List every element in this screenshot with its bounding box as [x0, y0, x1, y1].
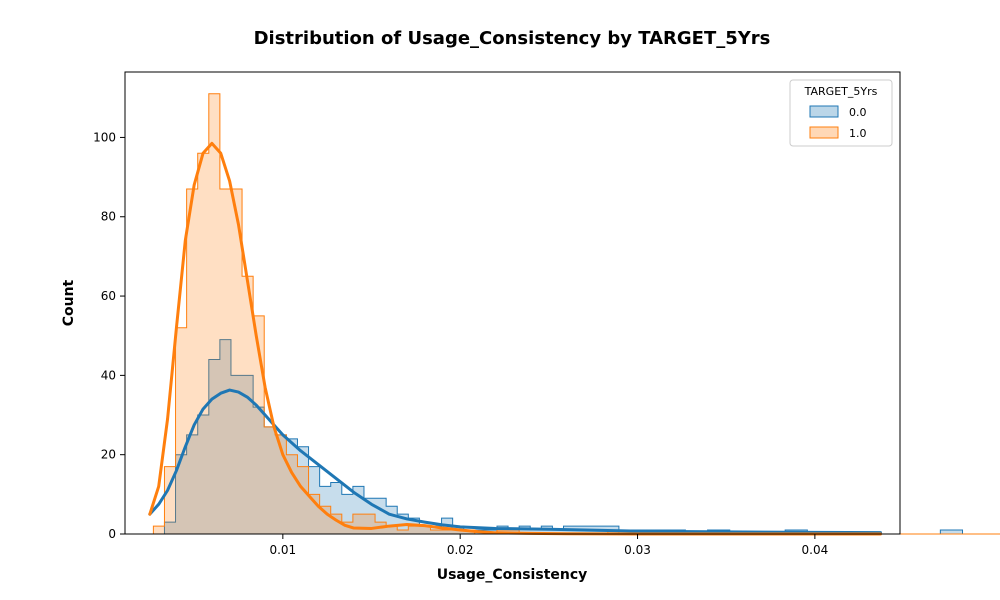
y-tick-label: 40: [101, 368, 116, 382]
y-tick-label: 0: [108, 527, 116, 541]
y-tick-label: 60: [101, 289, 116, 303]
legend-label-0: 0.0: [849, 106, 867, 119]
y-axis-label: Count: [61, 279, 77, 326]
x-axis-label: Usage_Consistency: [437, 567, 588, 583]
legend-label-1: 1.0: [849, 127, 867, 140]
plot-area: [148, 93, 1000, 536]
x-tick-label: 0.02: [447, 543, 474, 557]
x-tick-label: 0.04: [802, 543, 829, 557]
legend-box: [789, 79, 893, 147]
chart-title: Distribution of Usage_Consistency by TAR…: [254, 28, 771, 49]
legend-swatch-1: [809, 126, 839, 139]
y-tick-label: 100: [93, 130, 116, 144]
y-axis: 0 20 40 60 80 100: [93, 130, 125, 541]
y-tick-label: 80: [101, 210, 116, 224]
legend-swatch-0: [809, 105, 839, 118]
histogram-fill-series-0: [153, 339, 1000, 534]
x-tick-label: 0.03: [624, 543, 651, 557]
kde-line-series-0: [148, 388, 882, 535]
histogram-fill-series-1: [153, 93, 1000, 534]
plot-frame: [124, 71, 901, 535]
y-tick-label: 20: [101, 448, 116, 462]
kde-line-series-1: [148, 141, 882, 536]
x-axis: 0.01 0.02 0.03 0.04: [269, 534, 828, 557]
legend-title: TARGET_5Yrs: [804, 85, 878, 98]
x-tick-label: 0.01: [269, 543, 296, 557]
legend: TARGET_5Yrs 0.0 1.0: [789, 79, 893, 147]
